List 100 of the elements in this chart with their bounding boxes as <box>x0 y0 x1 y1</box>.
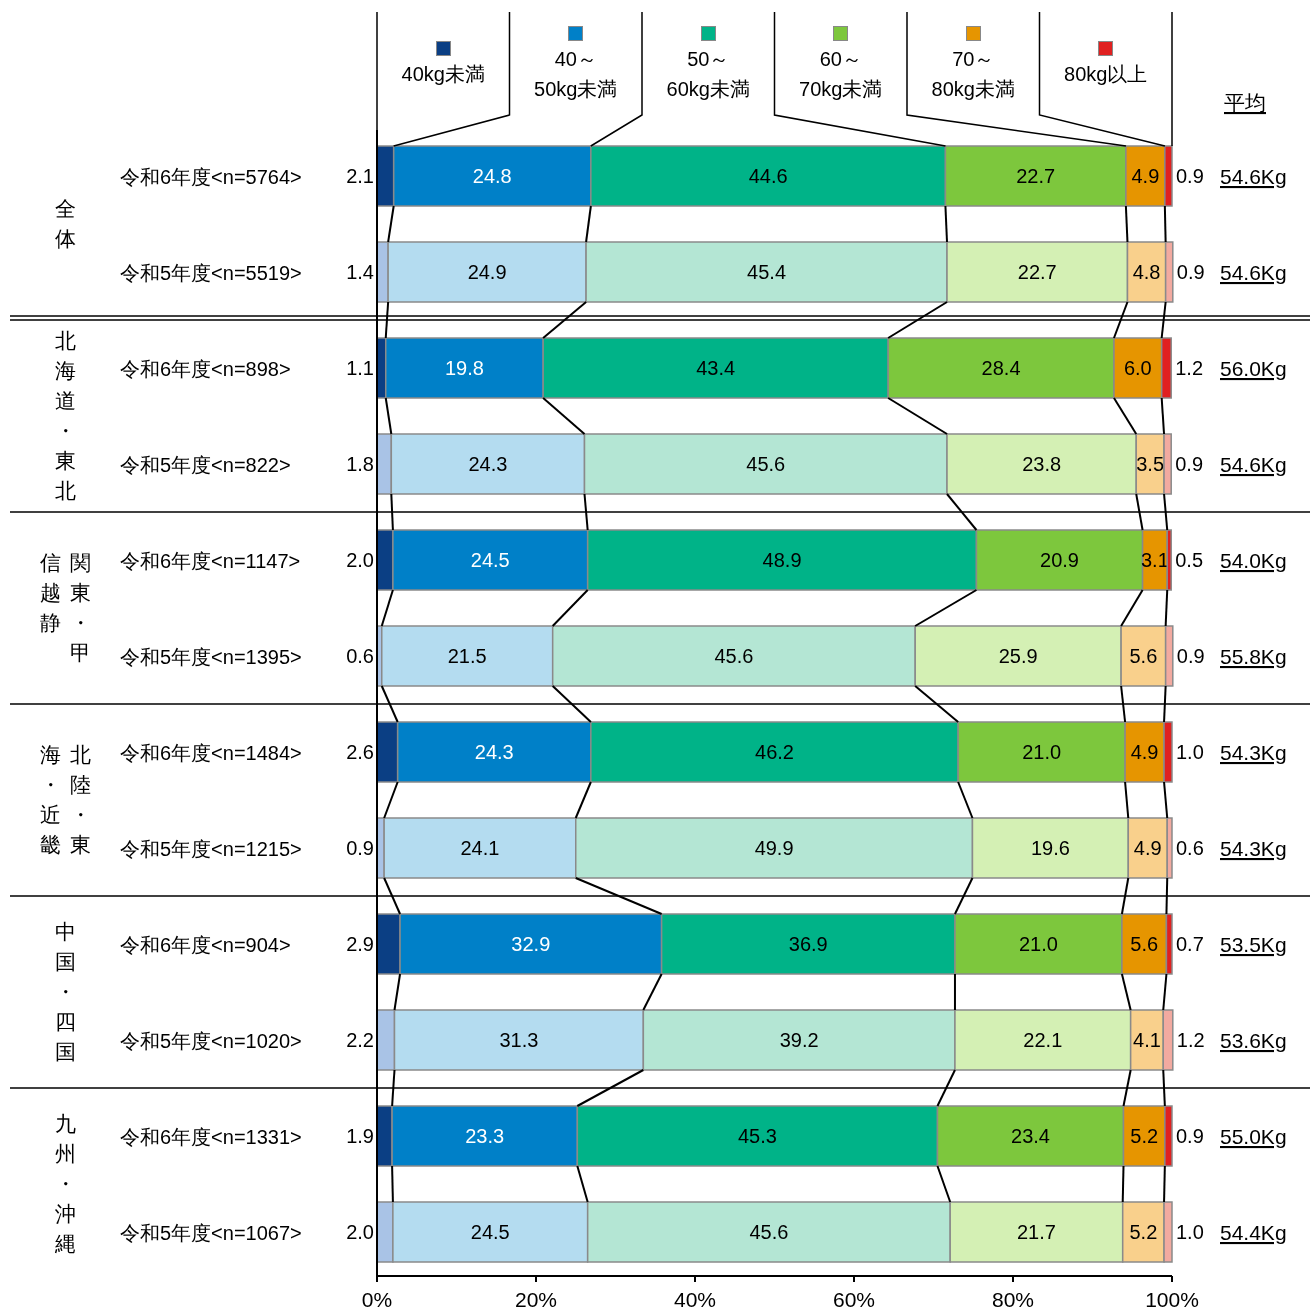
data-label: 45.6 <box>749 1221 789 1243</box>
text: 54.3Kg <box>1220 837 1287 860</box>
data-label: 49.9 <box>754 837 794 859</box>
data-label: 5.6 <box>1129 645 1158 667</box>
y-tick-label: 令和5年度<n=822> <box>120 454 291 476</box>
x-tick-label: 0% <box>361 1288 393 1311</box>
data-label: 4.8 <box>1132 261 1161 283</box>
data-label: 23.3 <box>465 1125 505 1147</box>
data-label: 2.0 <box>346 549 374 571</box>
data-label: 1.2 <box>1176 1029 1205 1051</box>
data-label: 31.3 <box>499 1029 539 1051</box>
y-tick-label: 令和5年度<n=1215> <box>120 838 302 860</box>
text: 北海道・東北 <box>53 328 77 504</box>
data-label: 25.9 <box>998 645 1038 667</box>
legend-label: 70～ 80kg未満 <box>931 47 1015 102</box>
data-label: 23.4 <box>1011 1125 1050 1147</box>
data-label: 0.6 <box>346 645 374 667</box>
data-label: 1.9 <box>346 1125 374 1147</box>
text: 54.4Kg <box>1220 1221 1287 1244</box>
text: 54.6Kg <box>1220 261 1287 284</box>
data-label: 21.0 <box>1018 933 1058 955</box>
text: 54.3Kg <box>1220 741 1287 764</box>
data-label: 24.3 <box>468 453 508 475</box>
x-tick-label: 60% <box>832 1288 876 1311</box>
data-label: 21.7 <box>1016 1221 1056 1243</box>
data-label: 24.5 <box>470 1221 510 1243</box>
data-label: 2.1 <box>346 165 374 187</box>
text: 平均 <box>1224 91 1266 114</box>
data-label: 32.9 <box>511 933 551 955</box>
data-label: 4.9 <box>1133 837 1162 859</box>
data-label: 24.9 <box>467 261 507 283</box>
legend-label: 80kg以上 <box>1064 62 1148 87</box>
data-label: 0.9 <box>1176 165 1204 187</box>
data-label: 0.5 <box>1175 549 1204 571</box>
data-label: 24.5 <box>470 549 510 571</box>
text: 55.0Kg <box>1220 1125 1287 1148</box>
data-label: 19.8 <box>444 357 484 379</box>
text: 55.8Kg <box>1220 645 1287 668</box>
data-label: 0.9 <box>1176 645 1205 667</box>
data-label: 45.3 <box>737 1125 777 1147</box>
data-label: 0.9 <box>1176 1125 1204 1147</box>
data-label: 44.6 <box>748 165 788 187</box>
data-label: 6.0 <box>1123 357 1152 379</box>
data-label: 0.9 <box>1176 261 1205 283</box>
data-label: 36.9 <box>788 933 828 955</box>
data-label: 21.0 <box>1022 741 1062 763</box>
data-label: 22.7 <box>1017 261 1057 283</box>
data-label: 45.4 <box>747 261 787 283</box>
text: 54.6Kg <box>1220 165 1287 188</box>
data-label: 4.9 <box>1131 165 1160 187</box>
data-label: 19.6 <box>1030 837 1070 859</box>
data-label: 0.7 <box>1176 933 1204 955</box>
data-label: 20.9 <box>1040 549 1079 571</box>
y-tick-label: 令和5年度<n=1395> <box>120 646 302 668</box>
data-label: 4.1 <box>1133 1029 1161 1051</box>
text: 九州・沖縄 <box>53 1111 77 1257</box>
data-label: 4.9 <box>1130 741 1159 763</box>
data-label: 2.0 <box>346 1221 374 1243</box>
text: 北陸・東海・近畿 <box>39 743 91 856</box>
data-label: 5.2 <box>1130 1125 1159 1147</box>
data-label: 1.4 <box>346 261 374 283</box>
data-label: 24.1 <box>460 837 500 859</box>
data-label: 23.8 <box>1022 453 1062 475</box>
data-label: 2.6 <box>346 741 374 763</box>
y-tick-label: 令和6年度<n=898> <box>120 358 291 380</box>
text: 関東・甲信越静 <box>39 551 91 664</box>
data-label: 24.8 <box>472 165 512 187</box>
x-tick-label: 40% <box>673 1288 717 1311</box>
text: 56.0Kg <box>1220 357 1287 380</box>
data-label: 1.0 <box>1176 1221 1204 1243</box>
data-label: 46.2 <box>755 741 794 763</box>
data-label: 22.7 <box>1016 165 1056 187</box>
y-tick-label: 令和5年度<n=5519> <box>120 262 302 284</box>
data-label: 1.8 <box>346 453 374 475</box>
data-label: 43.4 <box>696 357 736 379</box>
legend-label: 40～ 50kg未満 <box>534 47 618 102</box>
text: 54.6Kg <box>1220 453 1287 476</box>
data-label: 1.0 <box>1176 741 1204 763</box>
y-tick-label: 令和6年度<n=1331> <box>120 1126 302 1148</box>
data-label: 0.6 <box>1176 837 1204 859</box>
data-label: 24.3 <box>474 741 514 763</box>
legend-label: 40kg未満 <box>401 62 485 87</box>
data-label: 22.1 <box>1023 1029 1063 1051</box>
x-tick-label: 80% <box>991 1288 1035 1311</box>
data-label: 21.5 <box>447 645 487 667</box>
data-label: 5.6 <box>1130 933 1159 955</box>
text: 全体 <box>53 196 77 252</box>
data-label: 45.6 <box>714 645 754 667</box>
y-tick-label: 令和6年度<n=1147> <box>120 550 301 572</box>
data-label: 28.4 <box>981 357 1021 379</box>
text: 中国・四国 <box>53 919 77 1065</box>
text: 53.5Kg <box>1220 933 1287 956</box>
y-tick-label: 令和5年度<n=1067> <box>120 1222 302 1244</box>
text: 54.0Kg <box>1220 549 1287 572</box>
data-label: 1.1 <box>346 357 374 379</box>
data-label: 2.2 <box>346 1029 374 1051</box>
data-label: 0.9 <box>1175 453 1204 475</box>
text: 53.6Kg <box>1220 1029 1287 1052</box>
data-label: 39.2 <box>779 1029 819 1051</box>
y-tick-label: 令和5年度<n=1020> <box>120 1030 302 1052</box>
